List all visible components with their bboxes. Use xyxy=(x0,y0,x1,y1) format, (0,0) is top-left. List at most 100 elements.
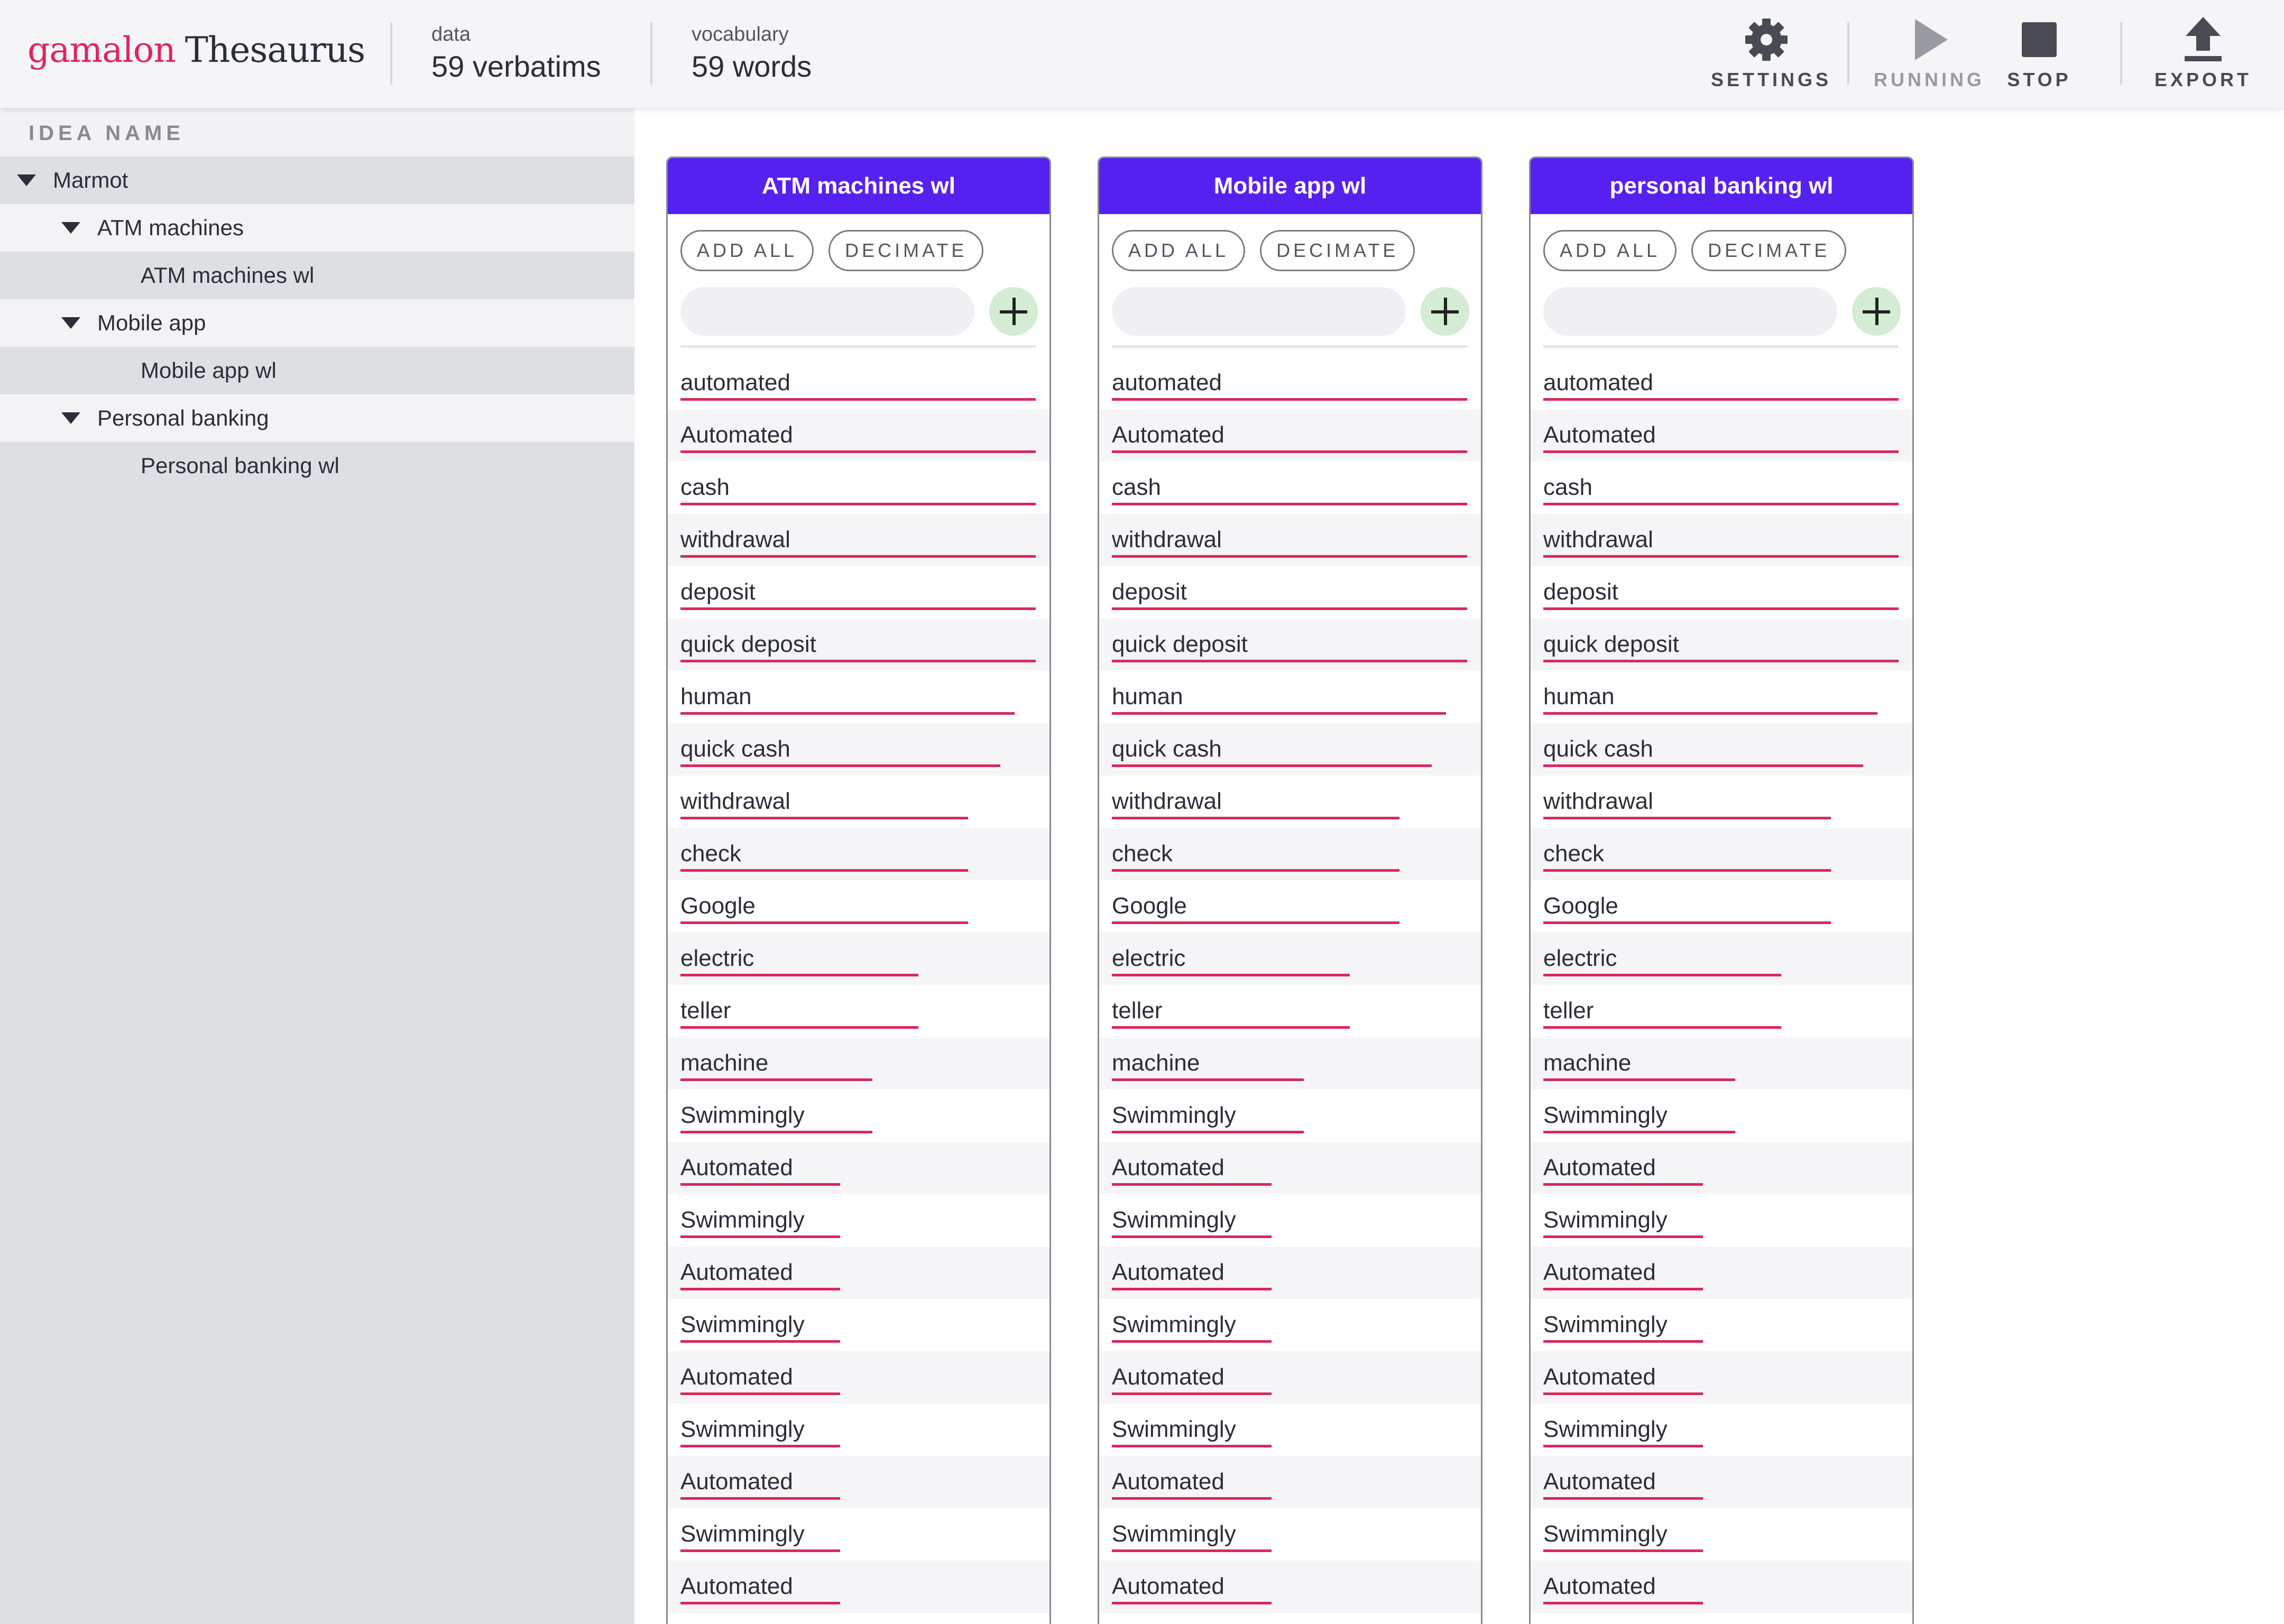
word-row[interactable]: Swimmingly xyxy=(1531,1404,1912,1456)
word-row[interactable]: Automated xyxy=(1099,1142,1481,1194)
word-row[interactable]: Automated xyxy=(1531,1561,1912,1613)
word-row[interactable]: Google xyxy=(1099,880,1481,933)
word-row[interactable]: teller xyxy=(1531,985,1912,1037)
word-row[interactable]: electric xyxy=(1099,933,1481,985)
word-row[interactable]: withdrawal xyxy=(1099,776,1481,828)
tree-item-label: Marmot xyxy=(53,168,128,192)
stop-button[interactable]: STOP xyxy=(1984,16,2095,91)
word-row[interactable]: withdrawal xyxy=(1099,514,1481,566)
tree-item[interactable]: Marmot xyxy=(0,156,634,204)
word-row[interactable]: Automated xyxy=(1531,1351,1912,1404)
word-row[interactable]: Automated xyxy=(1531,409,1912,462)
word-row[interactable]: cash xyxy=(668,462,1049,514)
word-row[interactable]: teller xyxy=(668,985,1049,1037)
word-row[interactable]: Automated xyxy=(668,1561,1049,1613)
export-button[interactable]: EXPORT xyxy=(2148,16,2259,91)
add-all-button[interactable]: ADD ALL xyxy=(1112,230,1246,271)
word-row[interactable]: Automated xyxy=(668,409,1049,462)
word-row[interactable]: Automated xyxy=(668,1142,1049,1194)
word-row[interactable]: Swimmingly xyxy=(668,1404,1049,1456)
word-row[interactable]: human xyxy=(1099,671,1481,723)
word-row[interactable]: Automated xyxy=(668,1351,1049,1404)
tree-item[interactable]: Personal banking wl xyxy=(0,442,634,490)
word-row[interactable]: quick deposit xyxy=(1099,619,1481,671)
word-row[interactable]: Automated xyxy=(1099,409,1481,462)
caret-down-icon[interactable] xyxy=(61,317,80,329)
word-row[interactable]: Automated xyxy=(1099,1247,1481,1299)
word-row[interactable]: deposit xyxy=(668,566,1049,619)
word-row[interactable]: Automated xyxy=(1531,1142,1912,1194)
word-row[interactable]: Swimmingly xyxy=(668,1508,1049,1561)
word-row[interactable]: cash xyxy=(1531,462,1912,514)
word-row[interactable]: withdrawal xyxy=(1531,776,1912,828)
word-row[interactable]: deposit xyxy=(1099,566,1481,619)
word-row[interactable]: Google xyxy=(1531,880,1912,933)
word-row[interactable]: quick deposit xyxy=(1531,619,1912,671)
tree-item[interactable]: ATM machines wl xyxy=(0,252,634,299)
decimate-button[interactable]: DECIMATE xyxy=(828,230,984,271)
word-row[interactable]: human xyxy=(1531,671,1912,723)
word-row[interactable]: Swimmingly xyxy=(1531,1299,1912,1351)
word-row[interactable]: machine xyxy=(1099,1037,1481,1090)
tree-item[interactable]: Mobile app xyxy=(0,299,634,347)
word-row[interactable]: Swimmingly xyxy=(668,1090,1049,1142)
word-row[interactable]: electric xyxy=(668,933,1049,985)
decimate-button[interactable]: DECIMATE xyxy=(1691,230,1847,271)
word-row[interactable]: Automated xyxy=(1099,1351,1481,1404)
word-row[interactable]: Automated xyxy=(668,1247,1049,1299)
add-word-button[interactable] xyxy=(989,287,1038,336)
word-row[interactable]: automated xyxy=(1099,357,1481,409)
add-all-button[interactable]: ADD ALL xyxy=(680,230,814,271)
tree-item[interactable]: ATM machines xyxy=(0,204,634,252)
word-row[interactable]: Swimmingly xyxy=(668,1194,1049,1247)
word-row[interactable]: quick cash xyxy=(668,723,1049,776)
word-row[interactable]: quick cash xyxy=(1099,723,1481,776)
word-row[interactable]: Automated xyxy=(668,1456,1049,1508)
word-row[interactable]: Swimmingly xyxy=(1099,1194,1481,1247)
word-row[interactable]: withdrawal xyxy=(1531,514,1912,566)
word-row[interactable]: quick cash xyxy=(1531,723,1912,776)
add-word-input[interactable] xyxy=(680,287,974,336)
caret-down-icon[interactable] xyxy=(17,174,36,186)
running-button[interactable]: RUNNING xyxy=(1874,16,1985,91)
tree-item[interactable]: Mobile app wl xyxy=(0,347,634,394)
add-all-button[interactable]: ADD ALL xyxy=(1543,230,1677,271)
add-word-input[interactable] xyxy=(1543,287,1837,336)
caret-down-icon[interactable] xyxy=(61,412,80,424)
word-row[interactable]: teller xyxy=(1099,985,1481,1037)
word-row[interactable]: Swimmingly xyxy=(1099,1299,1481,1351)
word-row[interactable]: Swimmingly xyxy=(668,1299,1049,1351)
word-row[interactable]: Google xyxy=(668,880,1049,933)
word-row[interactable]: deposit xyxy=(1531,566,1912,619)
word-row[interactable]: Automated xyxy=(1531,1247,1912,1299)
word-row[interactable]: Automated xyxy=(1099,1456,1481,1508)
word-row[interactable]: Automated xyxy=(1531,1456,1912,1508)
word-row[interactable]: quick deposit xyxy=(668,619,1049,671)
tree-item[interactable]: Personal banking xyxy=(0,394,634,442)
word-row[interactable]: Swimmingly xyxy=(1099,1508,1481,1561)
word-row[interactable]: Swimmingly xyxy=(1531,1508,1912,1561)
caret-down-icon[interactable] xyxy=(61,222,80,234)
word-row[interactable]: machine xyxy=(1531,1037,1912,1090)
word-row[interactable]: Swimmingly xyxy=(1099,1090,1481,1142)
word-row[interactable]: electric xyxy=(1531,933,1912,985)
word-row[interactable]: Swimmingly xyxy=(1531,1194,1912,1247)
word-row[interactable]: check xyxy=(1531,828,1912,880)
add-word-input[interactable] xyxy=(1112,287,1406,336)
word-row[interactable]: check xyxy=(1099,828,1481,880)
word-row[interactable]: automated xyxy=(668,357,1049,409)
settings-button[interactable]: SETTINGS xyxy=(1711,16,1828,91)
word-row[interactable]: Swimmingly xyxy=(1099,1404,1481,1456)
word-row[interactable]: machine xyxy=(668,1037,1049,1090)
word-row[interactable]: cash xyxy=(1099,462,1481,514)
add-word-button[interactable] xyxy=(1421,287,1469,336)
word-row[interactable]: Automated xyxy=(1099,1561,1481,1613)
add-word-button[interactable] xyxy=(1852,287,1901,336)
word-row[interactable]: check xyxy=(668,828,1049,880)
word-row[interactable]: human xyxy=(668,671,1049,723)
word-row[interactable]: withdrawal xyxy=(668,776,1049,828)
word-row[interactable]: automated xyxy=(1531,357,1912,409)
decimate-button[interactable]: DECIMATE xyxy=(1260,230,1415,271)
word-row[interactable]: Swimmingly xyxy=(1531,1090,1912,1142)
word-row[interactable]: withdrawal xyxy=(668,514,1049,566)
